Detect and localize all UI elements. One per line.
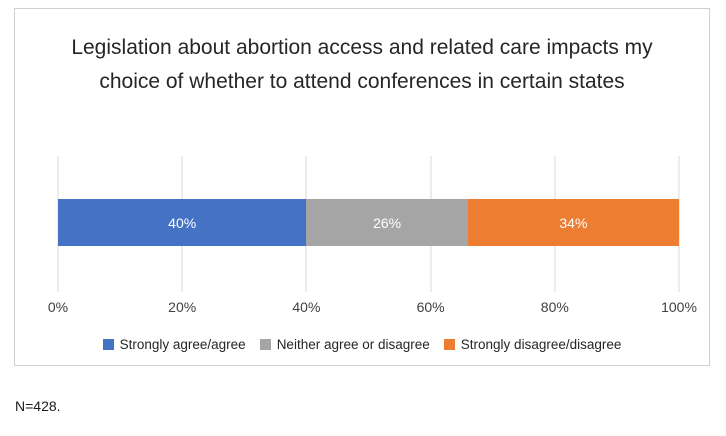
legend-item-strongly-agree: Strongly agree/agree xyxy=(102,337,246,352)
bar-segment-strongly-agree: 40% xyxy=(58,199,307,246)
legend-swatch-gray xyxy=(259,339,271,350)
legend-swatch-blue xyxy=(102,339,114,350)
x-tick-80: 80% xyxy=(540,299,569,315)
legend-swatch-orange xyxy=(443,339,455,350)
gridline-100 xyxy=(678,156,680,292)
legend-label-neither: Neither agree or disagree xyxy=(276,337,430,352)
legend-item-strongly-disagree: Strongly disagree/disagree xyxy=(443,337,622,352)
sample-size-footnote: N=428. xyxy=(15,398,61,414)
plot-area: 40% 26% 34% xyxy=(57,156,680,292)
legend-item-neither: Neither agree or disagree xyxy=(259,337,430,352)
legend-label-strongly-agree: Strongly agree/agree xyxy=(119,337,246,352)
x-tick-60: 60% xyxy=(416,299,445,315)
x-axis: 0% 20% 40% 60% 80% 100% xyxy=(48,299,697,317)
x-tick-0: 0% xyxy=(47,299,69,315)
x-tick-40: 40% xyxy=(292,299,321,315)
bar-label-neither: 26% xyxy=(373,214,402,231)
stacked-bar: 40% 26% 34% xyxy=(58,199,679,246)
bar-segment-neither: 26% xyxy=(306,199,468,246)
chart-legend: Strongly agree/agree Neither agree or di… xyxy=(15,337,709,352)
chart-frame: Legislation about abortion access and re… xyxy=(14,8,710,366)
bar-label-strongly-agree: 40% xyxy=(168,214,197,231)
x-tick-100: 100% xyxy=(661,299,697,315)
bar-segment-strongly-disagree: 34% xyxy=(467,199,679,246)
chart-title: Legislation about abortion access and re… xyxy=(71,36,653,93)
x-tick-20: 20% xyxy=(168,299,197,315)
bar-label-strongly-disagree: 34% xyxy=(559,214,588,231)
legend-label-strongly-disagree: Strongly disagree/disagree xyxy=(460,337,622,352)
